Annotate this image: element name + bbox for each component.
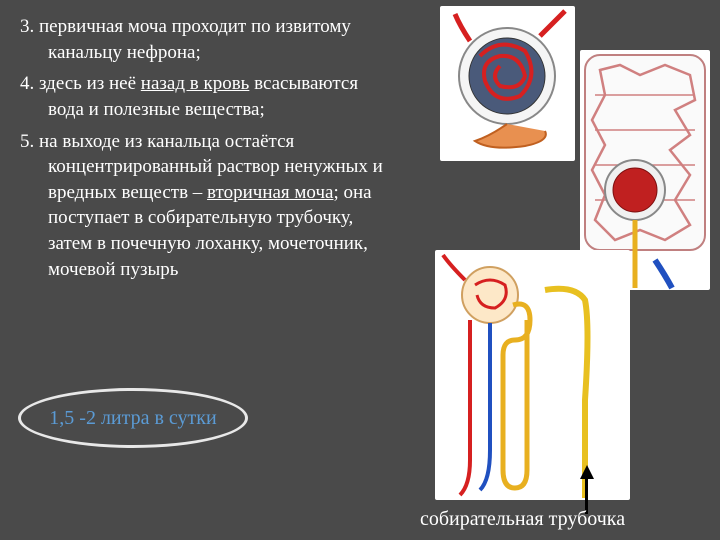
ellipse-text: 1,5 -2 литра в сутки — [49, 407, 216, 430]
item-text-cont: поступает в собирательную трубочку, — [20, 205, 440, 231]
caption-text: собирательная трубочка — [420, 508, 625, 531]
highlight-ellipse: 1,5 -2 литра в сутки — [18, 388, 248, 448]
image-renal-corpuscle — [440, 6, 575, 161]
item-text-cont: вода и полезные вещества; — [20, 97, 440, 123]
corpuscle-svg — [440, 6, 575, 161]
item-number: 4. — [20, 73, 34, 94]
list-item-3: 3. первичная моча проходит по извитому к… — [20, 14, 440, 65]
item-text: первичная моча проходит по извитому — [39, 16, 351, 37]
underlined-phrase: назад в кровь — [141, 73, 250, 94]
item-text-cont: мочевой пузырь — [20, 257, 440, 283]
nephron-svg — [435, 250, 630, 500]
item-text: на выходе из канальца остаётся — [39, 131, 294, 152]
item-text-cont: концентрированный раствор ненужных и — [20, 154, 440, 180]
item-number: 5. — [20, 131, 34, 152]
item-text: всасываются — [249, 73, 358, 94]
item-text: ; она — [333, 182, 371, 203]
text-content: 3. первичная моча проходит по извитому к… — [20, 14, 440, 282]
underlined-phrase: вторичная моча — [207, 182, 333, 203]
list-item-4: 4. здесь из неё назад в кровь всасываютс… — [20, 71, 440, 122]
image-nephron-full — [435, 250, 630, 500]
pointer-arrow — [580, 465, 594, 514]
item-number: 3. — [20, 16, 34, 37]
item-text-cont: вредных веществ – вторичная моча; она — [20, 180, 440, 206]
item-text-cont: затем в почечную лоханку, мочеточник, — [20, 231, 440, 257]
item-text: вредных веществ – — [48, 182, 207, 203]
slide: 3. первичная моча проходит по извитому к… — [0, 0, 720, 540]
item-text-cont: канальцу нефрона; — [20, 40, 440, 66]
list-item-5: 5. на выходе из канальца остаётся концен… — [20, 129, 440, 283]
arrow-head-icon — [580, 465, 594, 479]
item-text: здесь из неё — [39, 73, 141, 94]
